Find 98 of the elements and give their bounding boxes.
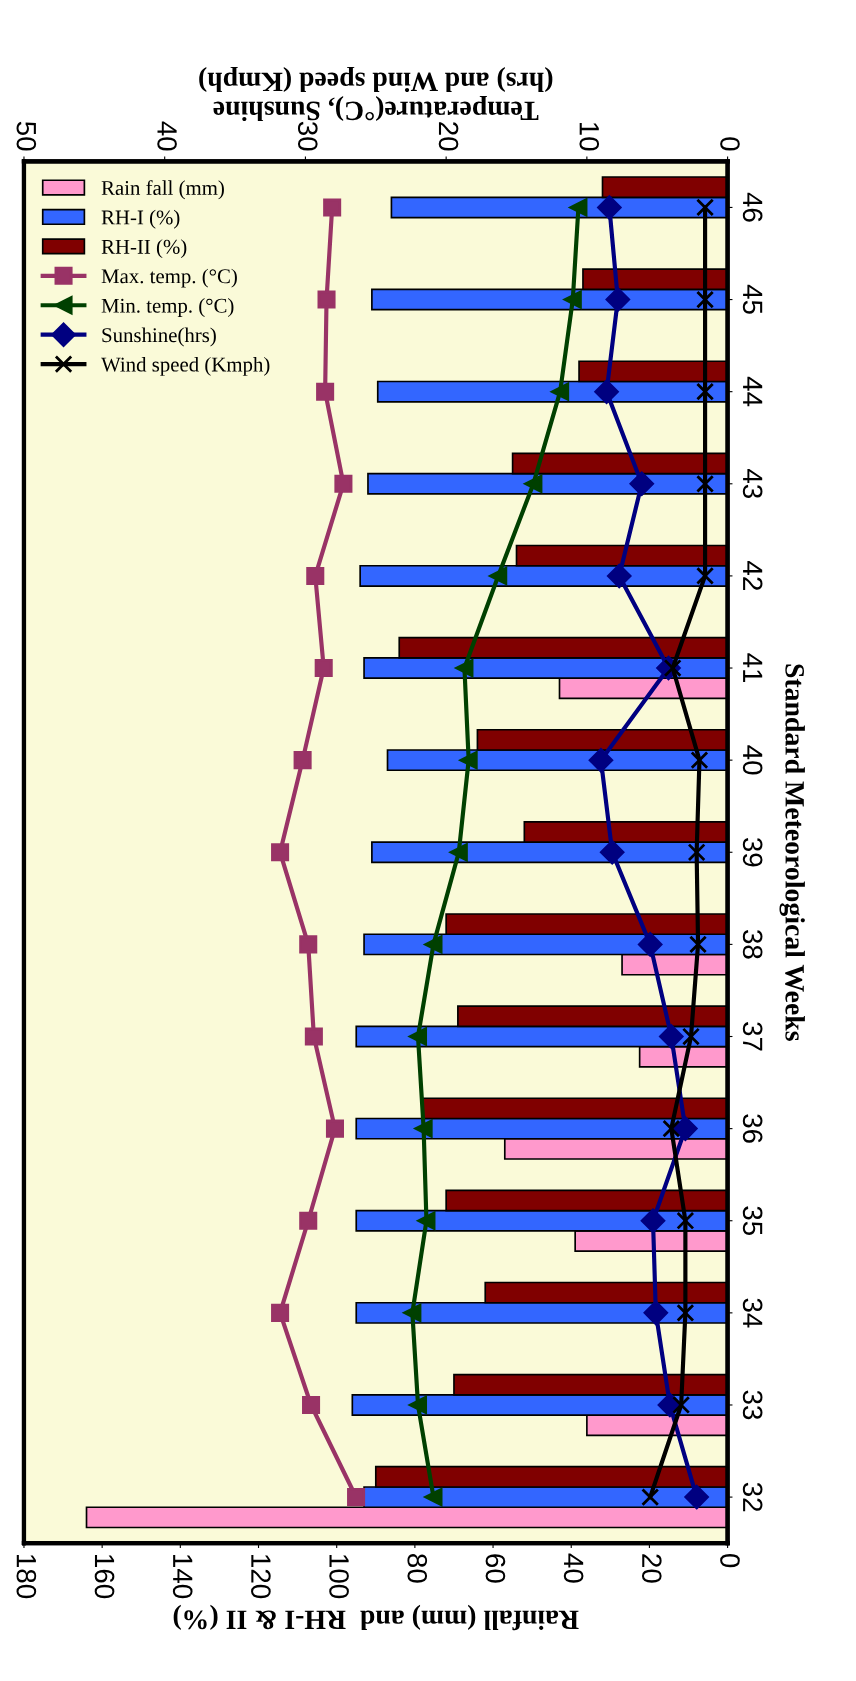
x2-tick-label: 30 (297, 121, 318, 151)
point (673, 1116, 698, 1141)
point (323, 198, 342, 217)
point (689, 935, 708, 954)
point (563, 290, 582, 309)
point (696, 382, 715, 401)
point (417, 1211, 436, 1230)
y-tick-label: 32 (742, 1482, 763, 1512)
x2-tick-label: 0 (720, 137, 740, 151)
point (455, 659, 474, 678)
point (696, 198, 715, 217)
point (597, 195, 622, 220)
point (403, 1303, 422, 1322)
point (408, 1395, 428, 1415)
x2-tick-label: 20 (438, 122, 459, 151)
point (640, 1208, 666, 1233)
point (638, 932, 663, 957)
point (676, 1211, 695, 1230)
point (696, 290, 715, 309)
x-tick-label: 0 (720, 1553, 740, 1568)
x2-tick-label: 10 (579, 122, 600, 151)
point (334, 474, 353, 493)
point (569, 198, 588, 217)
y-tick-label: 38 (742, 930, 763, 959)
x-tick-label: 180 (16, 1555, 37, 1599)
y-tick-label: 39 (742, 837, 763, 867)
x-tick-label: 120 (251, 1555, 271, 1599)
point (600, 840, 625, 865)
y-tick-label: 36 (742, 1114, 763, 1143)
x-tick-label: 20 (641, 1554, 662, 1583)
x2-axis-title: Temperature(°C), Sunshine (hrs) and Wind speed (Kmph) (199, 66, 553, 122)
point (271, 1303, 290, 1322)
point (607, 563, 632, 589)
y-tick-label: 43 (742, 468, 763, 499)
x-tick-label: 60 (485, 1554, 506, 1583)
point (302, 1395, 321, 1415)
legend-label: Sunshine(hrs) (102, 327, 216, 347)
point (687, 843, 706, 862)
x-tick-label: 100 (329, 1555, 349, 1599)
point (304, 1027, 323, 1046)
y-tick-label: 33 (742, 1390, 763, 1420)
point (662, 1119, 681, 1138)
y-tick-label: 40 (742, 745, 763, 775)
point (299, 935, 318, 954)
x-tick-label: 140 (172, 1555, 193, 1599)
point (424, 1488, 443, 1507)
point (408, 1027, 428, 1046)
point (696, 474, 715, 493)
point (424, 935, 443, 954)
y-tick-label: 37 (742, 1022, 763, 1051)
x-tick-label: 160 (94, 1555, 115, 1599)
y-tick-label: 35 (742, 1206, 763, 1236)
legend-label: RH-II (%) (101, 239, 187, 259)
point (449, 843, 468, 862)
point (325, 1119, 344, 1138)
legend-label: Rain fall (mm) (101, 180, 224, 200)
y-tick-label: 46 (742, 192, 763, 222)
point (347, 1488, 366, 1507)
point (676, 1303, 695, 1322)
point (316, 382, 335, 401)
point (524, 474, 543, 493)
point (605, 287, 631, 312)
x-tick-label: 40 (563, 1553, 584, 1583)
y-tick-label: 42 (743, 561, 763, 590)
point (551, 382, 570, 401)
x2-tick-label: 50 (16, 121, 37, 151)
point (690, 751, 709, 770)
point (588, 747, 614, 773)
point (314, 659, 333, 678)
y-axis-title: Standard Meteorological Weeks (779, 664, 805, 1041)
point (489, 566, 508, 585)
x-tick-label: 80 (407, 1554, 428, 1583)
y-tick-label: 34 (742, 1298, 763, 1328)
point (629, 471, 654, 496)
x2-tick-label: 40 (157, 121, 177, 151)
legend-label: Max. temp. (°C) (101, 268, 237, 288)
point (659, 1024, 684, 1049)
point (672, 1395, 691, 1415)
point (643, 1300, 669, 1326)
point (306, 566, 325, 585)
point (414, 1119, 433, 1138)
legend-label: RH-I (%) (101, 209, 180, 229)
point (684, 1484, 709, 1510)
point (299, 1211, 318, 1230)
point (317, 290, 336, 309)
point (696, 566, 715, 585)
point (681, 1027, 701, 1046)
legend-label: Wind speed (Kmph) (101, 356, 270, 376)
point (271, 843, 290, 862)
x-axis-title: Rainfall (mm) and RH-I & II (%) (173, 1604, 579, 1631)
point (293, 751, 312, 770)
point (594, 379, 619, 404)
legend-label: Min. temp. (°C) (101, 298, 234, 317)
point (641, 1488, 660, 1507)
point (459, 751, 478, 770)
y-tick-label: 44 (743, 376, 763, 407)
y-tick-label: 45 (742, 284, 763, 314)
y-tick-label: 41 (743, 653, 763, 683)
